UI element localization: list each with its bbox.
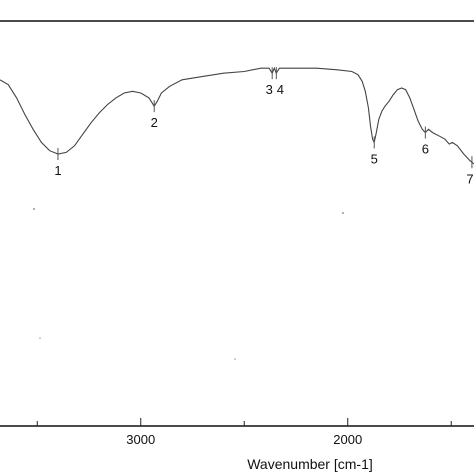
speck bbox=[33, 208, 35, 210]
spectrum-line bbox=[0, 66, 474, 165]
speck bbox=[234, 358, 236, 360]
peak-label-4: 4 bbox=[277, 82, 284, 97]
peak-label-6: 6 bbox=[422, 142, 429, 157]
x-axis-title: Wavenumber [cm-1] bbox=[247, 456, 373, 472]
speck bbox=[342, 212, 344, 214]
peak-label-1: 1 bbox=[54, 163, 61, 178]
peak-label-3: 3 bbox=[266, 82, 273, 97]
x-tick-label: 3000 bbox=[126, 432, 155, 447]
peak-label-7: 7 bbox=[466, 171, 473, 186]
peak-markers: 1 2 3 4 5 6 7 bbox=[54, 67, 474, 186]
scan-specks bbox=[33, 208, 344, 360]
x-tick-label: 2000 bbox=[333, 432, 362, 447]
peak-label-5: 5 bbox=[371, 151, 378, 166]
x-axis-tick-labels: 3000 2000 bbox=[126, 432, 362, 447]
speck bbox=[39, 337, 41, 339]
peak-label-2: 2 bbox=[151, 115, 158, 130]
x-axis-ticks bbox=[36, 418, 452, 426]
